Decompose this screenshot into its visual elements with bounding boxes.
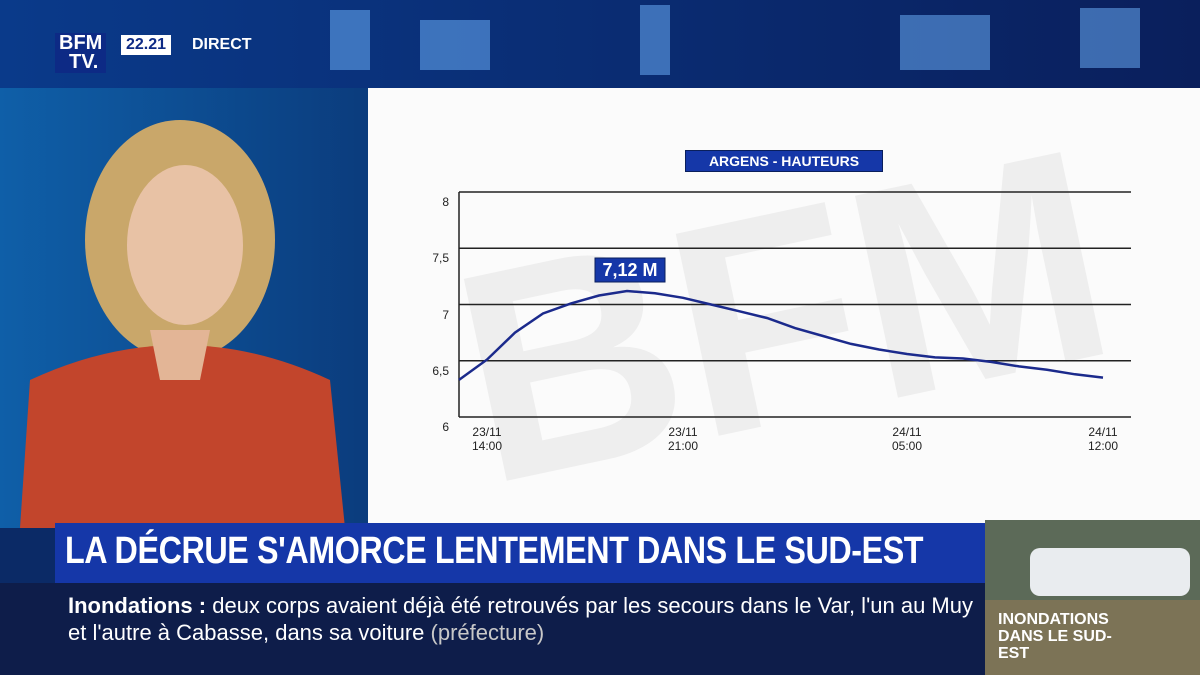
y-tick-label: 6 [442,420,449,434]
annotation-box [594,257,666,283]
clock: 22.21 [121,35,172,55]
ticker-text: deux corps avaient déjà été retrouvés pa… [68,593,973,645]
ticker-topic: Inondations : [68,593,207,618]
side-label: INONDATIONS DANS LE SUD-EST [998,611,1112,662]
ticker-source: (préfecture) [430,620,545,645]
line [458,289,1104,381]
annotation: 7,12 M [602,260,657,280]
x-tick-label: 24/11 05:00 [891,425,923,453]
x-tick-label: 23/11 14:00 [471,425,503,453]
headline: LA DÉCRUE S'AMORCE LENTEMENT DANS LE SUD… [65,530,924,572]
x-tick-label: 23/11 21:00 [667,425,699,453]
y-tick-label: 6,5 [432,363,449,378]
y-tick-label: 7 [442,307,449,322]
live-badge: DIRECT [192,36,252,53]
logo: BFM [59,32,103,54]
y-tick-label: 7,5 [432,251,449,266]
logo: TV. [69,51,99,73]
chart-title: ARGENS - HAUTEURS [685,150,883,172]
x-tick-label: 24/11 12:00 [1087,425,1119,453]
y-tick-label: 8 [442,195,449,209]
ticker: Inondations : deux corps avaient déjà ét… [68,592,973,646]
